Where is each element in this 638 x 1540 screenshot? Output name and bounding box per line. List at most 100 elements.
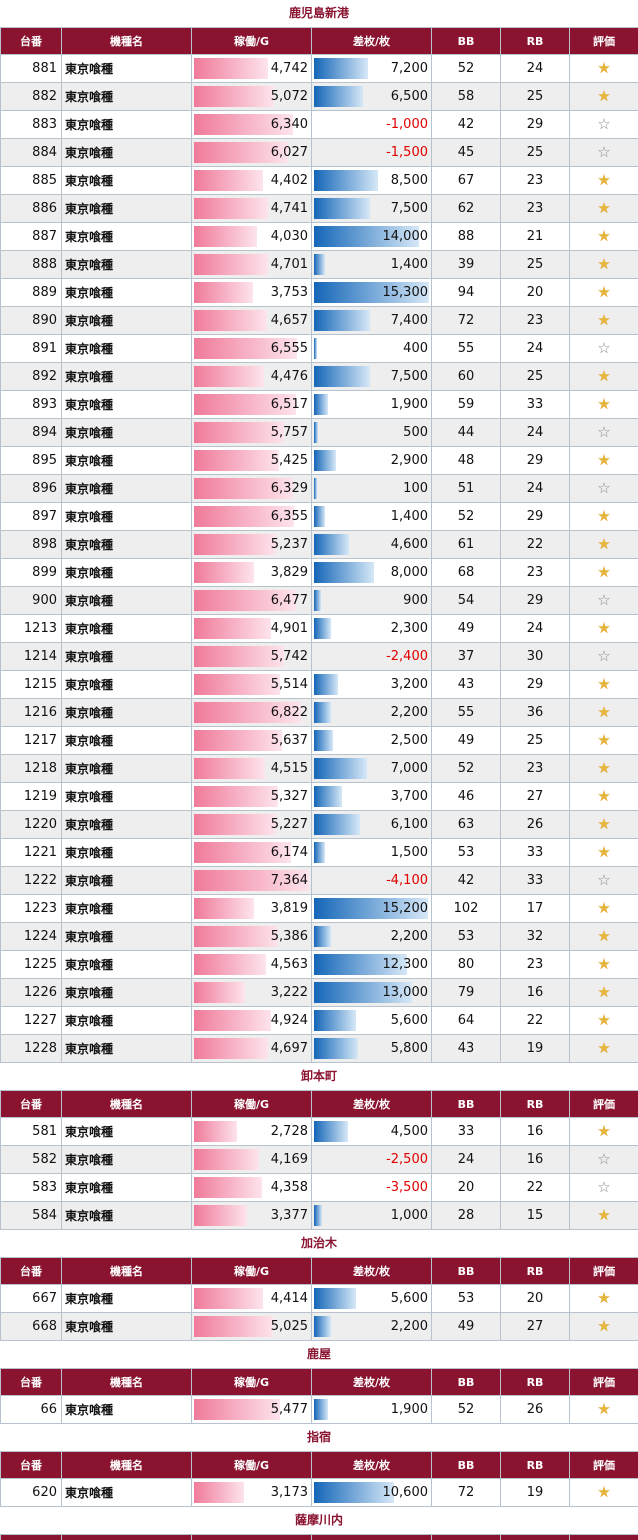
rb-count: 27: [500, 782, 570, 811]
rate-cell: 6,174: [191, 838, 312, 867]
rate-value: 6,477: [270, 593, 308, 608]
star-filled-icon: ★: [597, 843, 611, 861]
diff-value: 2,500: [390, 733, 428, 748]
table-row[interactable]: 890 東京喰種 4,657 7,400 72 23 ★: [0, 306, 638, 335]
rate-value: 3,829: [270, 565, 308, 580]
table-row[interactable]: 668 東京喰種 5,025 2,200 49 27 ★: [0, 1312, 638, 1341]
table-row[interactable]: 881 東京喰種 4,742 7,200 52 24 ★: [0, 54, 638, 83]
table-row[interactable]: 1223 東京喰種 3,819 15,200 102 17 ★: [0, 894, 638, 923]
table-row[interactable]: 897 東京喰種 6,355 1,400 52 29 ★: [0, 502, 638, 531]
diff-value: 10,600: [382, 1485, 429, 1500]
rate-cell: 3,377: [191, 1201, 312, 1230]
table-row[interactable]: 1213 東京喰種 4,901 2,300 49 24 ★: [0, 614, 638, 643]
eval-cell: ★: [569, 1034, 638, 1063]
rate-bar: [194, 170, 263, 191]
table-row[interactable]: 66 東京喰種 5,477 1,900 52 26 ★: [0, 1395, 638, 1424]
rate-cell: 5,237: [191, 530, 312, 559]
eval-cell: ★: [569, 502, 638, 531]
table-row[interactable]: 1220 東京喰種 5,227 6,100 63 26 ★: [0, 810, 638, 839]
machine-number: 1219: [0, 782, 62, 811]
table-row[interactable]: 898 東京喰種 5,237 4,600 61 22 ★: [0, 530, 638, 559]
diff-cell: 7,200: [311, 54, 432, 83]
table-row[interactable]: 883 東京喰種 6,340 -1,000 42 29 ☆: [0, 110, 638, 139]
diff-value: -1,500: [386, 145, 428, 160]
table-row[interactable]: 1214 東京喰種 5,742 -2,400 37 30 ☆: [0, 642, 638, 671]
eval-cell: ★: [569, 782, 638, 811]
rb-count: 26: [500, 810, 570, 839]
rate-value: 5,514: [270, 677, 308, 692]
eval-cell: ★: [569, 278, 638, 307]
diff-value: 12,300: [382, 957, 429, 972]
rate-cell: 5,514: [191, 670, 312, 699]
diff-value: 15,200: [382, 901, 429, 916]
table-row[interactable]: 1216 東京喰種 6,822 2,200 55 36 ★: [0, 698, 638, 727]
table-row[interactable]: 889 東京喰種 3,753 15,300 94 20 ★: [0, 278, 638, 307]
eval-cell: ★: [569, 1478, 638, 1507]
table-row[interactable]: 885 東京喰種 4,402 8,500 67 23 ★: [0, 166, 638, 195]
table-row[interactable]: 1226 東京喰種 3,222 13,000 79 16 ★: [0, 978, 638, 1007]
col-header-eval: 評価: [569, 1090, 638, 1118]
machine-name: 東京喰種: [61, 250, 192, 279]
table-row[interactable]: 888 東京喰種 4,701 1,400 39 25 ★: [0, 250, 638, 279]
table-row[interactable]: 882 東京喰種 5,072 6,500 58 25 ★: [0, 82, 638, 111]
table-row[interactable]: 581 東京喰種 2,728 4,500 33 16 ★: [0, 1117, 638, 1146]
table-row[interactable]: 584 東京喰種 3,377 1,000 28 15 ★: [0, 1201, 638, 1230]
col-header-rate: 稼働/G: [191, 1090, 312, 1118]
rb-count: 23: [500, 194, 570, 223]
rate-value: 3,819: [270, 901, 308, 916]
rate-value: 5,227: [270, 817, 308, 832]
table-row[interactable]: 620 東京喰種 3,173 10,600 72 19 ★: [0, 1478, 638, 1507]
eval-cell: ★: [569, 250, 638, 279]
table-row[interactable]: 895 東京喰種 5,425 2,900 48 29 ★: [0, 446, 638, 475]
table-row[interactable]: 1215 東京喰種 5,514 3,200 43 29 ★: [0, 670, 638, 699]
table-row[interactable]: 1227 東京喰種 4,924 5,600 64 22 ★: [0, 1006, 638, 1035]
rate-bar: [194, 1010, 271, 1031]
table-row[interactable]: 894 東京喰種 5,757 500 44 24 ☆: [0, 418, 638, 447]
table-row[interactable]: 893 東京喰種 6,517 1,900 59 33 ★: [0, 390, 638, 419]
diff-cell: 900: [311, 586, 432, 615]
table-row[interactable]: 1222 東京喰種 7,364 -4,100 42 33 ☆: [0, 866, 638, 895]
table-row[interactable]: 886 東京喰種 4,741 7,500 62 23 ★: [0, 194, 638, 223]
diff-bar: [314, 898, 428, 919]
table-row[interactable]: 896 東京喰種 6,329 100 51 24 ☆: [0, 474, 638, 503]
diff-cell: 1,900: [311, 1395, 432, 1424]
machine-number: 1222: [0, 866, 62, 895]
rate-value: 3,173: [270, 1485, 308, 1500]
machine-number: 1221: [0, 838, 62, 867]
machine-name: 東京喰種: [61, 1284, 192, 1313]
rb-count: 23: [500, 754, 570, 783]
rb-count: 15: [500, 1201, 570, 1230]
table-row[interactable]: 899 東京喰種 3,829 8,000 68 23 ★: [0, 558, 638, 587]
bb-count: 58: [431, 82, 501, 111]
table-row[interactable]: 583 東京喰種 4,358 -3,500 20 22 ☆: [0, 1173, 638, 1202]
machine-number: 885: [0, 166, 62, 195]
col-header-rb: RB: [500, 1451, 570, 1479]
diff-value: 2,200: [390, 929, 428, 944]
rate-bar: [194, 674, 280, 695]
table-row[interactable]: 884 東京喰種 6,027 -1,500 45 25 ☆: [0, 138, 638, 167]
rate-value: 4,657: [270, 313, 308, 328]
table-row[interactable]: 1221 東京喰種 6,174 1,500 53 33 ★: [0, 838, 638, 867]
rate-bar: [194, 310, 267, 331]
table-row[interactable]: 1228 東京喰種 4,697 5,800 43 19 ★: [0, 1034, 638, 1063]
table-row[interactable]: 582 東京喰種 4,169 -2,500 24 16 ☆: [0, 1145, 638, 1174]
diff-bar: [314, 562, 374, 583]
table-row[interactable]: 667 東京喰種 4,414 5,600 53 20 ★: [0, 1284, 638, 1313]
col-header-rb: RB: [500, 1534, 570, 1540]
table-row[interactable]: 1218 東京喰種 4,515 7,000 52 23 ★: [0, 754, 638, 783]
rate-cell: 4,924: [191, 1006, 312, 1035]
table-row[interactable]: 891 東京喰種 6,555 400 55 24 ☆: [0, 334, 638, 363]
table-row[interactable]: 1219 東京喰種 5,327 3,700 46 27 ★: [0, 782, 638, 811]
rate-cell: 6,355: [191, 502, 312, 531]
table-row[interactable]: 887 東京喰種 4,030 14,000 88 21 ★: [0, 222, 638, 251]
table-row[interactable]: 1217 東京喰種 5,637 2,500 49 25 ★: [0, 726, 638, 755]
col-header-no: 台番: [0, 1368, 62, 1396]
diff-bar: [314, 450, 336, 471]
diff-value: -3,500: [386, 1180, 428, 1195]
table-row[interactable]: 1225 東京喰種 4,563 12,300 80 23 ★: [0, 950, 638, 979]
col-header-rate: 稼働/G: [191, 1368, 312, 1396]
table-row[interactable]: 900 東京喰種 6,477 900 54 29 ☆: [0, 586, 638, 615]
table-row[interactable]: 892 東京喰種 4,476 7,500 60 25 ★: [0, 362, 638, 391]
table-row[interactable]: 1224 東京喰種 5,386 2,200 53 32 ★: [0, 922, 638, 951]
